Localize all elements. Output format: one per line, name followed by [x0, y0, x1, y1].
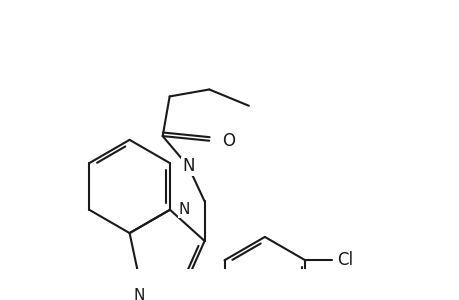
Text: Cl: Cl — [336, 251, 352, 269]
Text: N: N — [179, 202, 190, 217]
Text: O: O — [221, 132, 234, 150]
Text: N: N — [182, 158, 194, 175]
Text: N: N — [133, 288, 145, 300]
